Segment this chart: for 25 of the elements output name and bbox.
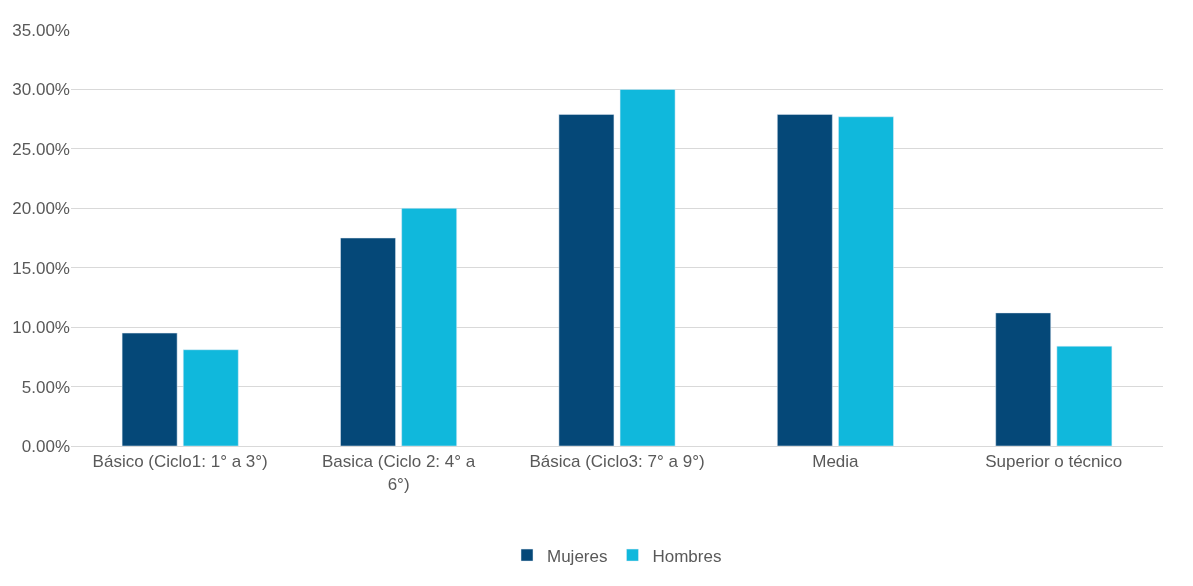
x-tick-label: Básica (Ciclo3: 7° a 9°) [529,452,705,472]
y-tick-label: 0.00% [21,436,70,456]
x-tick-label: Basica (Ciclo 2: 4° a 6°) [321,452,476,494]
y-tick-label: 10.00% [12,318,70,338]
y-tick-label: 15.00% [12,258,70,278]
y-tick-label: 20.00% [12,199,70,219]
y-tick-label: 35.00% [12,20,70,40]
bar [401,208,457,446]
bar [183,349,239,446]
bar [838,116,894,446]
x-tick-label: Superior o técnico [985,452,1123,472]
legend-label: Hombres [652,546,722,566]
y-tick-label: 5.00% [21,377,70,397]
x-tick-label: Media [812,452,860,472]
y-tick-label: 30.00% [12,80,70,100]
bar [619,89,676,446]
x-tick-label: Básico (Ciclo1: 1° a 3°) [92,452,268,472]
y-tick-label: 25.00% [12,139,70,159]
bar [995,312,1051,446]
bar [1056,345,1113,446]
bar [340,237,396,446]
bar [777,114,833,446]
bar [558,114,615,446]
legend-label: Mujeres [547,546,608,566]
bar [121,332,178,446]
